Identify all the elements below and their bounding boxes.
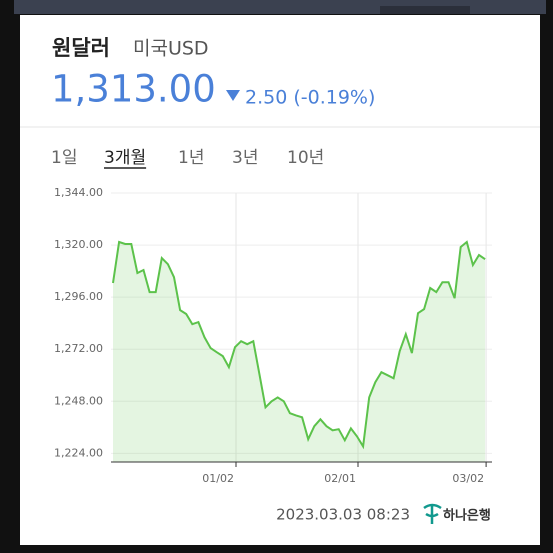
y-tick-label: 1,296.00 [54,290,103,303]
bank-logo: 하나은행 [423,503,491,524]
subtitle: 미국USD [133,38,209,60]
timestamp: 2023.03.03 08:23 [276,506,410,524]
x-tick-label: 03/02 [452,472,484,485]
y-tick-label: 1,320.00 [54,238,103,251]
source: 하나은행 [443,508,491,524]
y-tick-label: 1,272.00 [54,342,103,355]
line [112,240,486,450]
tab[interactable]: 3개월 [104,148,146,168]
change: 2.50 (-0.19%) [245,87,375,109]
tab[interactable]: 1년 [178,148,204,168]
tab[interactable]: 10년 [287,148,324,168]
title: 원달러 [52,36,110,60]
price: 1,313.00 [51,68,216,111]
area [113,242,486,462]
top-tab [380,6,470,14]
down-arrow [226,90,240,101]
logo-icon [423,503,442,524]
tab[interactable]: 1일 [51,148,77,168]
y-tick-label: 1,344.00 [54,186,103,199]
card [20,15,540,545]
x-tick-label: 01/02 [202,472,234,485]
chart: 1,224.00 1,248.00 1,272.00 1,296.00 1,320.00… [54,186,492,485]
x-tick-label: 02/01 [324,472,356,485]
y-tick-label: 1,224.00 [54,446,103,459]
tabs: 1일 3개월 1년 3년 10년 [51,148,324,169]
y-tick-label: 1,248.00 [54,394,103,407]
tab[interactable]: 3년 [232,148,258,168]
